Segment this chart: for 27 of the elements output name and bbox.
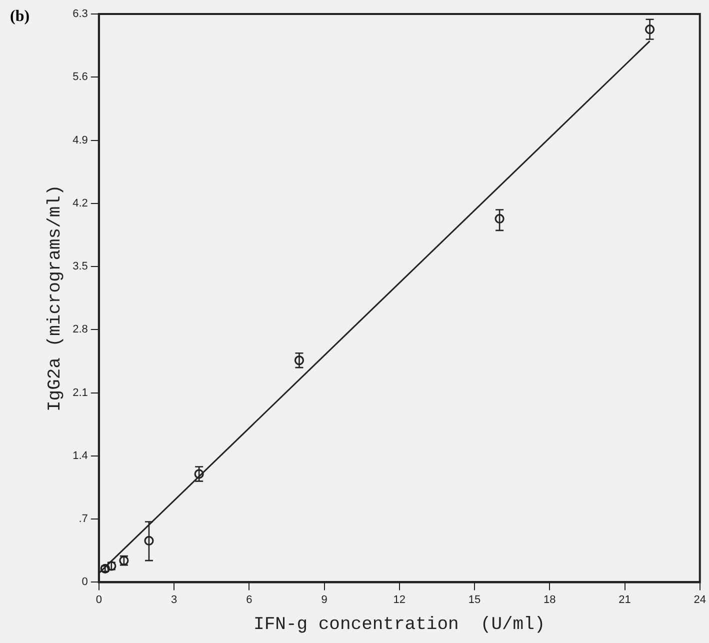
point xyxy=(194,469,204,479)
x-tick-label: 12 xyxy=(393,594,406,606)
point xyxy=(294,356,304,366)
x-axis-title: IFN-g concentration (U/ml) xyxy=(254,614,546,635)
x-tick-label: 6 xyxy=(246,594,252,606)
point xyxy=(494,214,504,224)
y-tick-label: 3.5 xyxy=(72,260,88,273)
y-tick-label: 2.1 xyxy=(72,386,88,399)
x-tick-label: 9 xyxy=(321,594,328,606)
text: (b) xyxy=(10,8,30,26)
y-tick-label: 4.9 xyxy=(72,134,88,146)
x-tick-label: 0 xyxy=(96,594,102,606)
x-tick-label: 3 xyxy=(170,594,178,606)
point xyxy=(144,536,154,546)
x-tick-label: 15 xyxy=(468,594,481,606)
x-tick-label: 21 xyxy=(618,594,631,606)
y-axis-title: IgG2a (micrograms/ml) xyxy=(46,184,66,412)
y-tick-label: 0 xyxy=(82,576,88,588)
point xyxy=(645,24,655,34)
y-tick-label: 5.6 xyxy=(72,71,88,84)
y-tick-label: 2.8 xyxy=(72,324,88,336)
x-tick-label: 24 xyxy=(694,594,706,606)
y-tick-label: 6.3 xyxy=(72,8,88,20)
x-tick-label: 18 xyxy=(544,594,556,606)
y-tick-label: .7 xyxy=(78,513,88,526)
y-tick-label: 1.4 xyxy=(72,450,88,462)
y-tick-label: 4.2 xyxy=(72,197,88,210)
